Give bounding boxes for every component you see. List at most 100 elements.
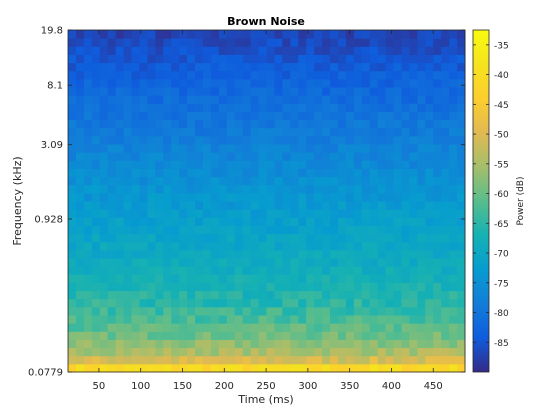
heatmap-cell (409, 339, 418, 349)
heatmap-cell (250, 258, 260, 267)
heatmap-cell (385, 30, 395, 39)
heatmap-cell (369, 298, 379, 308)
heatmap-cell (68, 209, 77, 218)
heatmap-cell (361, 282, 371, 292)
heatmap-cell (258, 315, 267, 324)
heatmap-cell (179, 95, 188, 104)
heatmap-cell (298, 95, 307, 104)
heatmap-cell (385, 111, 395, 121)
x-tick-label: 450 (424, 381, 443, 392)
heatmap-cell (290, 233, 299, 243)
heatmap-cell (123, 347, 133, 357)
heatmap-cell (218, 111, 228, 121)
heatmap-cell (155, 95, 164, 104)
heatmap-cell (187, 282, 196, 292)
heatmap-cell (202, 274, 212, 283)
heatmap-cell (361, 119, 371, 129)
colorbar-tick-label: -70 (494, 250, 509, 260)
heatmap-cell (266, 331, 275, 340)
heatmap-cell (115, 217, 125, 226)
heatmap-cell (115, 168, 125, 178)
heatmap-cell (250, 266, 260, 275)
heatmap-cell (337, 176, 347, 186)
heatmap-cell (409, 176, 418, 186)
heatmap-cell (322, 192, 331, 202)
heatmap-cell (433, 347, 442, 357)
heatmap-cell (361, 347, 371, 357)
heatmap-cell (274, 331, 283, 340)
heatmap-cell (187, 103, 196, 112)
heatmap-cell (115, 233, 125, 243)
heatmap-cell (274, 184, 283, 194)
heatmap-cell (353, 135, 363, 145)
heatmap-cell (226, 135, 236, 145)
heatmap-cell (385, 38, 395, 47)
heatmap-cell (433, 176, 442, 186)
heatmap-cell (131, 103, 140, 112)
heatmap-cell (449, 274, 458, 283)
heatmap-cell (322, 62, 331, 72)
heatmap-cell (202, 355, 212, 365)
heatmap-cell (457, 70, 466, 80)
heatmap-cell (91, 258, 101, 267)
heatmap-cell (393, 38, 402, 47)
heatmap-cell (107, 54, 117, 64)
heatmap-cell (274, 290, 283, 300)
heatmap-cell (353, 78, 363, 88)
heatmap-cell (226, 46, 236, 55)
heatmap-cell (195, 331, 204, 340)
heatmap-cell (91, 160, 101, 169)
heatmap-cell (218, 209, 228, 218)
heatmap-cell (99, 78, 109, 88)
heatmap-cell (330, 249, 339, 259)
colorbar-tick-label: -85 (494, 339, 509, 349)
heatmap-cell (210, 355, 220, 365)
heatmap-cell (290, 54, 299, 64)
heatmap-cell (353, 119, 363, 129)
heatmap-cell (330, 135, 339, 145)
heatmap-cell (433, 209, 442, 218)
heatmap-cell (68, 54, 77, 64)
heatmap-cell (401, 209, 410, 218)
heatmap-cell (314, 127, 323, 137)
heatmap-cell (385, 274, 395, 283)
heatmap-cell (401, 266, 410, 275)
heatmap-cell (266, 323, 275, 332)
heatmap-cell (449, 323, 458, 332)
heatmap-cell (210, 282, 220, 292)
heatmap-cell (298, 184, 307, 194)
heatmap-cell (433, 87, 442, 96)
heatmap-cell (123, 290, 133, 300)
heatmap-cell (107, 258, 117, 267)
heatmap-cell (433, 168, 442, 178)
heatmap-cell (226, 258, 236, 267)
heatmap-cell (425, 62, 434, 72)
heatmap-cell (195, 315, 204, 324)
heatmap-cell (250, 298, 260, 308)
heatmap-cell (314, 30, 323, 39)
heatmap-cell (91, 233, 101, 243)
heatmap-cell (179, 217, 188, 226)
heatmap-cell (226, 54, 236, 64)
heatmap-cell (385, 184, 395, 194)
heatmap-cell (75, 201, 85, 210)
heatmap-cell (457, 355, 466, 365)
heatmap-cell (131, 274, 140, 283)
heatmap-cell (123, 78, 133, 88)
heatmap-cell (298, 258, 307, 267)
heatmap-cell (322, 266, 331, 275)
heatmap-cell (449, 144, 458, 153)
heatmap-cell (433, 160, 442, 169)
heatmap-cell (274, 87, 283, 96)
heatmap-cell (361, 217, 371, 226)
heatmap-cell (83, 274, 93, 283)
heatmap-cell (250, 103, 260, 112)
heatmap-cell (123, 282, 133, 292)
heatmap-cell (179, 339, 188, 349)
heatmap-cell (115, 176, 125, 186)
heatmap-cell (99, 54, 109, 64)
heatmap-cell (155, 241, 164, 251)
heatmap-cell (377, 95, 387, 104)
heatmap-cell (75, 241, 85, 251)
heatmap-cell (258, 176, 267, 186)
